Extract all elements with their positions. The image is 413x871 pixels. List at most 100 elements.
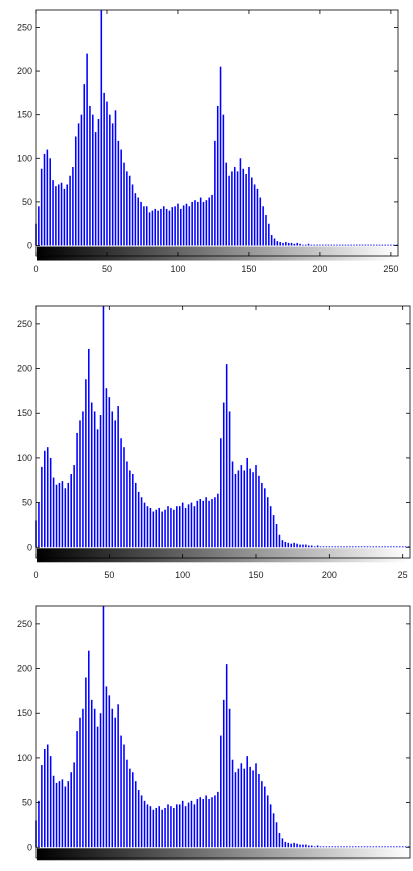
- intensity-colorbar: [37, 848, 409, 861]
- histogram-bar: [114, 420, 116, 548]
- histogram-bar: [57, 184, 60, 246]
- histogram-bar: [89, 105, 91, 246]
- histogram-bar: [228, 411, 231, 548]
- histogram-bar: [237, 470, 240, 548]
- histogram-bar: [396, 846, 398, 848]
- histogram-bar: [363, 546, 366, 548]
- histogram-bar: [239, 158, 242, 246]
- histogram-bar: [158, 507, 160, 548]
- histogram-bar: [302, 244, 304, 246]
- histogram-bar: [193, 506, 196, 548]
- histogram-bar: [381, 846, 383, 848]
- histogram-bar: [132, 772, 134, 848]
- histogram-bar: [40, 168, 43, 246]
- histogram-bar: [149, 806, 152, 848]
- histogram-bar: [202, 500, 204, 548]
- histogram-bar: [152, 511, 155, 548]
- histogram-bar: [164, 807, 166, 848]
- histogram-bar: [88, 348, 90, 548]
- histogram-bar: [282, 242, 284, 246]
- histogram-bar: [93, 411, 96, 548]
- x-tick-label: 25: [398, 570, 408, 580]
- histogram-bar: [366, 546, 369, 548]
- histogram-bar: [52, 775, 55, 848]
- histogram-bar: [378, 846, 380, 848]
- histogram-bar: [117, 140, 120, 246]
- histogram-bar: [181, 502, 184, 548]
- histogram-bar: [58, 781, 61, 848]
- histogram-bar: [269, 506, 272, 548]
- y-tick-label: 150: [17, 408, 32, 418]
- histogram-bar: [149, 507, 152, 548]
- histogram-bar: [367, 244, 369, 246]
- histogram-bar: [96, 429, 99, 548]
- histogram-bar: [86, 53, 88, 246]
- histogram-bar: [387, 546, 389, 548]
- histogram-bar: [278, 534, 281, 548]
- histogram-bar: [43, 153, 46, 246]
- histogram-bar: [60, 182, 63, 246]
- histogram-bar: [258, 774, 260, 848]
- histogram-bar: [328, 846, 331, 848]
- histogram-bar: [264, 488, 266, 548]
- histogram-bar: [182, 205, 185, 246]
- histogram-bar: [134, 193, 137, 246]
- histogram-bar: [199, 499, 202, 548]
- x-tick-label: 50: [104, 570, 114, 580]
- histogram-bar: [310, 845, 313, 848]
- histogram-bar: [308, 845, 310, 848]
- histogram-bar: [58, 482, 61, 548]
- y-tick-label: 200: [17, 66, 32, 76]
- histogram-bar: [331, 546, 334, 548]
- y-tick-label: 0: [27, 842, 32, 852]
- histogram-bar: [181, 800, 184, 848]
- histogram-bar: [243, 768, 246, 848]
- histogram-bar: [299, 844, 301, 848]
- histogram-bar: [404, 546, 407, 548]
- histogram-bar: [249, 468, 251, 548]
- histogram-bar: [126, 759, 128, 848]
- histogram-bar: [117, 406, 119, 548]
- histogram-bar: [131, 184, 134, 246]
- histogram-bar: [299, 544, 301, 548]
- histogram-bar: [167, 506, 169, 548]
- histogram-bar: [346, 546, 348, 548]
- histogram-bar: [111, 708, 114, 848]
- histogram-bar: [211, 797, 213, 848]
- histogram-bar: [123, 447, 125, 548]
- histogram-bar: [310, 545, 313, 548]
- histogram-bar: [197, 201, 199, 246]
- histogram-bar: [339, 244, 341, 246]
- histogram-bar: [284, 541, 287, 548]
- y-tick-label: 250: [17, 619, 32, 629]
- histogram-bar: [273, 238, 276, 246]
- histogram-bar: [341, 244, 344, 246]
- histogram-bar: [99, 713, 102, 848]
- histogram-bar: [64, 786, 67, 848]
- histogram-bar: [72, 167, 74, 246]
- histogram-bar: [134, 781, 137, 848]
- histogram-bar: [364, 244, 367, 246]
- histogram-bar: [373, 244, 375, 246]
- histogram-bar: [106, 101, 108, 246]
- histogram-bar: [396, 546, 398, 548]
- histogram-bar: [217, 493, 219, 548]
- histogram-bar: [178, 804, 181, 848]
- histogram-bar: [126, 171, 128, 246]
- histogram-bar: [94, 132, 97, 246]
- histogram-bar: [208, 500, 210, 548]
- histogram-bar: [173, 509, 175, 548]
- histogram-bar: [290, 543, 292, 548]
- histogram-bar: [49, 457, 52, 548]
- histogram-bar: [387, 244, 389, 246]
- histogram-bar: [334, 846, 336, 848]
- histogram-bar: [41, 466, 43, 548]
- histogram-bar: [108, 695, 111, 848]
- histogram-bar: [146, 804, 149, 848]
- histogram-bar: [258, 475, 260, 548]
- histogram-bar: [252, 770, 254, 848]
- histogram-bar: [344, 244, 347, 246]
- histogram-bar: [103, 92, 105, 246]
- histogram-bar: [99, 415, 102, 548]
- histogram-bar: [255, 465, 257, 548]
